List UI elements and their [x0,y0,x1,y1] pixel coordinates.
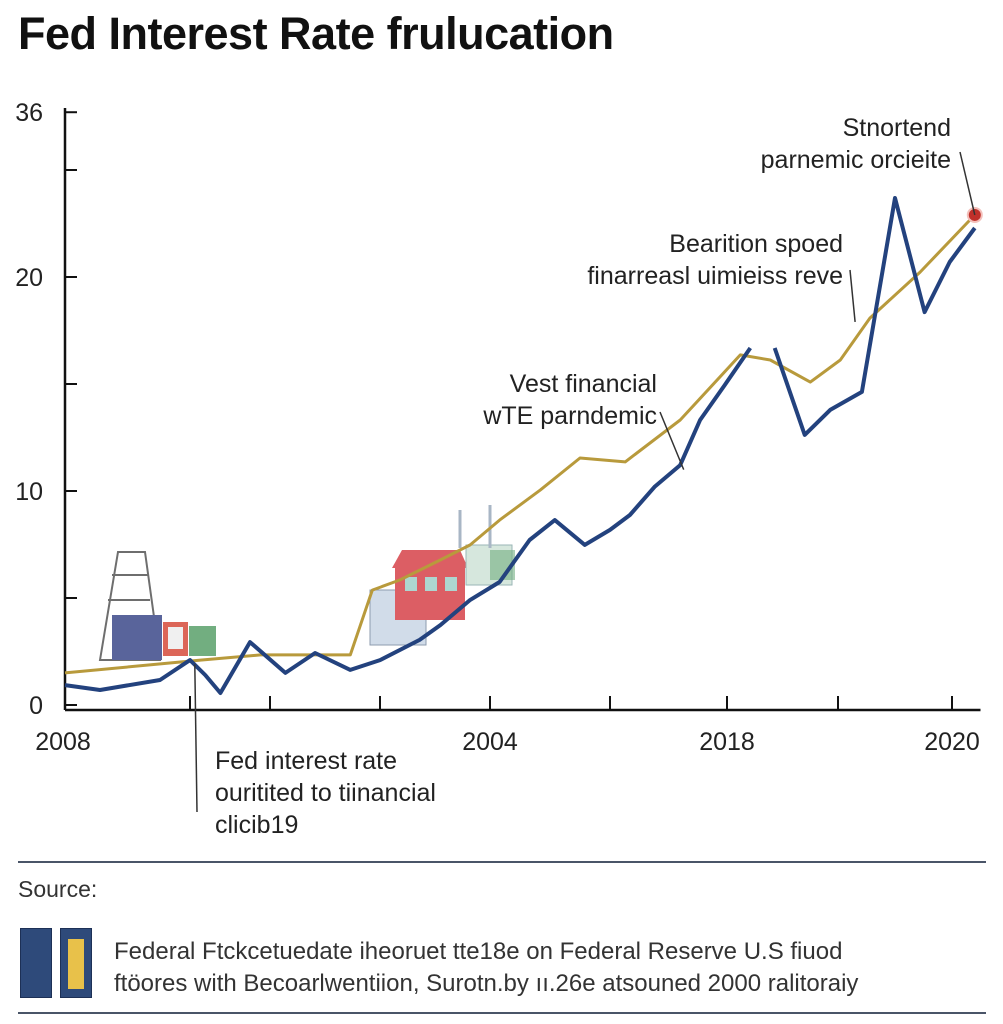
annotation-leader-line [959,151,976,216]
source-text: Federal Ftckcetuedate iheoruet tte18e on… [114,936,858,1000]
annotation-line: ouritited to tiinancial [215,779,436,807]
annotation-line: Stnortend [842,114,951,142]
annotation-line: clicib19 [215,811,299,839]
annotation-line: Vest financial [509,370,657,398]
annotation-leader-line [849,269,856,323]
annotation-pandemic: Stnortend parnemic orcieite [761,112,951,176]
annotation-fed-rate: Fed interest rate ouritited to tiinancia… [215,745,436,841]
industrial-illustration-left [98,551,216,661]
series-lines [64,196,983,695]
annotation-line: Bearition spoed [669,230,843,258]
series-line [772,196,977,437]
source-line: ftöores with Becoarlwentiion, Surotn.by … [114,970,859,997]
x-tick-label: 2020 [924,728,980,756]
federal-reserve-logo [20,928,52,998]
x-tick-label: 2008 [35,728,91,756]
building-logo [60,928,92,998]
y-tick-label: 10 [15,478,43,506]
series-line [64,346,752,695]
x-tick-label: 2004 [462,728,518,756]
divider-bottom [18,1012,986,1014]
y-tick-label: 36 [15,99,43,127]
annotation-recession: Bearition spoed finarreasl uimieiss reve [587,228,843,292]
decorative-illustrations [98,505,515,661]
annotation-financial: Vest financial wTE parndemic [483,368,657,432]
source-line: Federal Ftckcetuedate iheoruet tte18e on… [114,938,843,965]
annotation-leader-line [194,664,198,813]
annotation-leader-line [659,411,685,470]
annotation-leaders [194,151,976,813]
axes: 0 10 20 36 2008 2004 2018 2020 [15,99,981,756]
y-tick-label: 0 [29,692,43,720]
divider-top [18,861,986,863]
annotation-line: finarreasl uimieiss reve [587,262,843,290]
annotation-line: wTE parndemic [483,402,657,430]
source-label: Source: [18,876,98,902]
chart: 0 10 20 36 2008 2004 2018 2020 [15,99,983,813]
x-tick-label: 2018 [699,728,755,756]
chart-title: Fed Interest Rate frulucation [18,8,614,59]
annotation-line: Fed interest rate [215,747,398,775]
annotation-line: parnemic orcieite [760,146,951,174]
y-tick-label: 20 [15,264,43,292]
